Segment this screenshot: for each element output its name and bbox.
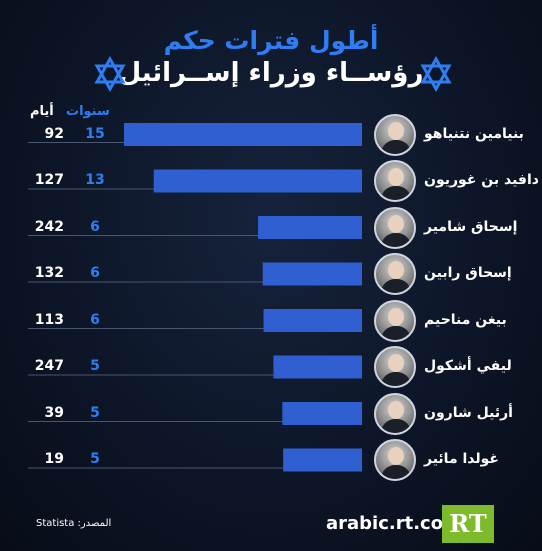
chart-title: أطول فترات حكم bbox=[163, 26, 379, 55]
portrait-avatar bbox=[374, 346, 416, 388]
days-value: 247 bbox=[34, 358, 64, 374]
portrait-avatar bbox=[374, 160, 416, 202]
portrait-avatar bbox=[374, 253, 416, 295]
category-label: غولدا مائير bbox=[424, 451, 499, 467]
years-value: 6 bbox=[90, 218, 100, 235]
bar-5 bbox=[263, 309, 362, 332]
category-label: إسحاق رابين bbox=[424, 265, 512, 281]
legend-years: سنوات bbox=[66, 104, 110, 119]
years-value: 6 bbox=[90, 311, 100, 328]
portrait-avatar bbox=[374, 392, 416, 435]
star-of-david-icon bbox=[420, 56, 452, 92]
bar-2 bbox=[153, 169, 362, 193]
days-value: 132 bbox=[34, 265, 64, 281]
bar-7 bbox=[282, 402, 362, 425]
years-value: 5 bbox=[90, 358, 100, 374]
category-label: أرئيل شارون bbox=[424, 404, 513, 421]
legend-days: أيام bbox=[30, 104, 54, 119]
days-value: 113 bbox=[34, 311, 64, 328]
years-value: 6 bbox=[90, 265, 100, 281]
bar-8 bbox=[283, 448, 362, 472]
chart-subtitle: رؤســاء وزراء إســرائيل bbox=[118, 58, 424, 88]
portrait-avatar bbox=[374, 439, 416, 481]
years-value: 13 bbox=[85, 172, 105, 188]
bar-4 bbox=[262, 262, 362, 286]
bar-6 bbox=[273, 355, 362, 379]
rt-logo: RT bbox=[442, 505, 494, 543]
portrait-avatar bbox=[374, 299, 416, 342]
category-label: إسحاق شامير bbox=[424, 218, 518, 235]
days-value: 127 bbox=[34, 172, 64, 188]
website-url[interactable]: arabic.rt.com bbox=[326, 513, 462, 534]
days-value: 19 bbox=[44, 451, 64, 467]
category-label: ليفي أشكول bbox=[424, 358, 512, 374]
years-value: 15 bbox=[85, 125, 105, 142]
bar-3 bbox=[258, 216, 362, 239]
category-label: بيغن مناحيم bbox=[424, 311, 507, 328]
years-value: 5 bbox=[90, 404, 100, 421]
portrait-avatar bbox=[374, 206, 416, 249]
source-note: المصدر: Statista bbox=[36, 518, 112, 529]
portrait-avatar bbox=[374, 113, 416, 156]
star-of-david-icon bbox=[94, 56, 126, 92]
days-value: 39 bbox=[44, 404, 64, 421]
years-value: 5 bbox=[90, 451, 100, 467]
bar-1 bbox=[124, 123, 362, 146]
days-value: 92 bbox=[44, 125, 64, 142]
category-label: دافيد بن غوريون bbox=[424, 172, 539, 188]
days-value: 242 bbox=[34, 218, 64, 235]
category-label: بنيامين نتنياهو bbox=[424, 125, 524, 142]
